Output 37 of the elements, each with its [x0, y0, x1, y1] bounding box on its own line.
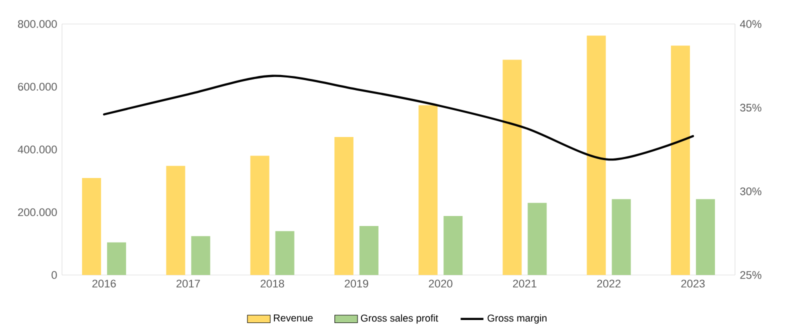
x-tick-label: 2021	[513, 280, 536, 288]
y-tick-label: 200.000	[18, 208, 57, 216]
x-tick-label: 2020	[428, 280, 452, 288]
y-tick-label: 0	[52, 271, 57, 279]
y2-tick-label: 35%	[740, 104, 762, 112]
bar	[82, 178, 102, 275]
bar	[528, 202, 547, 275]
x-tick-label: 2016	[92, 280, 116, 288]
bar	[444, 216, 463, 275]
bar	[107, 242, 126, 275]
bar	[696, 199, 715, 275]
y-tick-label: 400.000	[18, 146, 57, 154]
y2-tick-label: 30%	[740, 187, 762, 196]
legend-label: Gross margin	[488, 314, 547, 324]
bar	[612, 199, 631, 275]
y-tick-label: 600.000	[18, 82, 57, 91]
bar	[359, 226, 378, 275]
y-tick-label: 800.000	[18, 20, 57, 28]
bar	[586, 36, 606, 275]
legend-label: Gross sales profit	[360, 314, 438, 324]
x-tick-label: 2023	[681, 280, 705, 288]
x-tick-label: 2019	[344, 280, 368, 288]
line-series	[103, 74, 694, 161]
bar	[502, 60, 522, 275]
y2-tick-label: 40%	[740, 20, 762, 28]
x-tick-label: 2017	[176, 280, 200, 288]
legend-label: Revenue	[274, 314, 313, 322]
bar	[275, 231, 294, 275]
y2-tick-label: 25%	[740, 271, 762, 279]
bar	[191, 236, 210, 275]
bar	[670, 46, 690, 275]
bar	[418, 105, 438, 275]
bar	[334, 136, 354, 275]
bar	[250, 156, 270, 275]
x-tick-label: 2022	[597, 280, 620, 288]
bar	[166, 166, 186, 275]
x-tick-label: 2018	[260, 280, 284, 288]
